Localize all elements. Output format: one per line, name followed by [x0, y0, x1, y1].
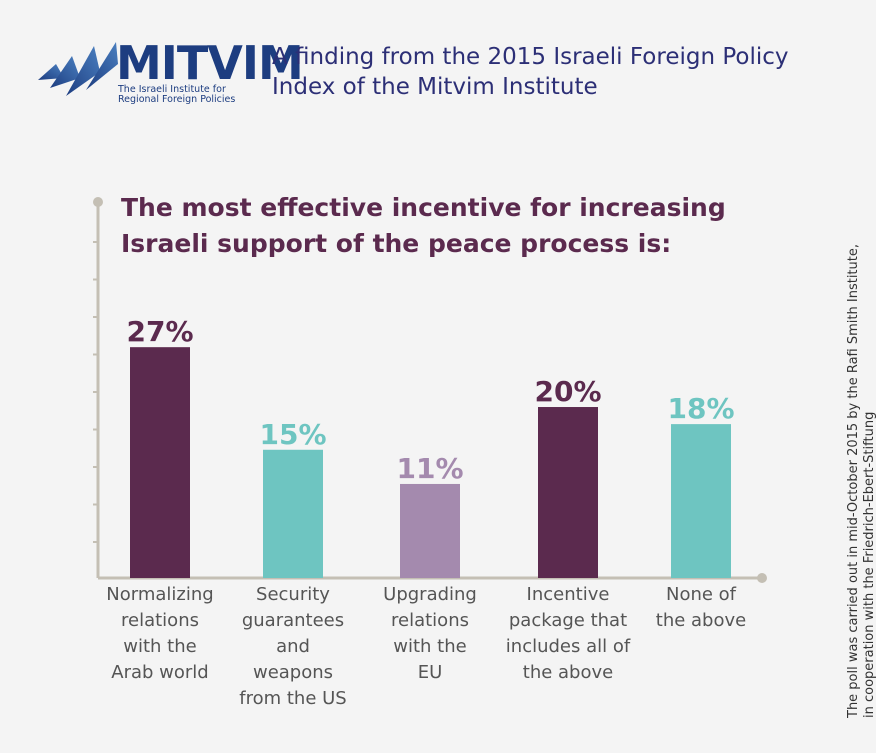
finding-line: Index of the Mitvim Institute: [272, 74, 598, 100]
category-label: with the: [393, 636, 466, 657]
logo-wordmark: MITVIM: [116, 36, 304, 90]
poll-source-note: The poll was carried out in mid-October …: [846, 18, 876, 718]
logo-subtitle: The Israeli Institute for Regional Forei…: [118, 85, 278, 105]
category-label: weapons: [253, 662, 333, 683]
category-label: EU: [418, 662, 443, 683]
poll-source-line: The poll was carried out in mid-October …: [846, 244, 861, 718]
category-label: Normalizing: [106, 584, 213, 605]
chart-title: The most effective incentive for increas…: [121, 190, 726, 262]
category-label: the above: [656, 610, 746, 631]
category-label: and: [276, 636, 310, 657]
logo-subtitle-line: Regional Foreign Policies: [118, 94, 236, 105]
header: MITVIM The Israeli Institute for Regiona…: [36, 34, 789, 114]
chart-title-line: The most effective incentive for increas…: [121, 193, 726, 222]
category-label: relations: [391, 610, 469, 631]
category-label: includes all of: [506, 636, 631, 657]
category-label: Security: [256, 584, 330, 605]
bar: [400, 483, 460, 578]
bar: [538, 407, 598, 578]
bar: [263, 449, 323, 578]
category-label: Upgrading: [383, 584, 477, 605]
bar-value-label: 15%: [259, 418, 326, 451]
chart-title-line: Israeli support of the peace process is:: [121, 229, 672, 258]
category-label: Arab world: [111, 662, 208, 683]
bar-value-label: 20%: [534, 375, 601, 408]
category-label: from the US: [239, 688, 346, 709]
stylized-wing-icon: [38, 42, 118, 96]
category-label: None of: [666, 584, 737, 605]
bar: [671, 424, 731, 578]
bar: [130, 347, 190, 578]
category-label: the above: [523, 662, 613, 683]
bar-value-label: 27%: [126, 315, 193, 348]
y-axis-end-dot: [93, 197, 103, 207]
category-label: with the: [123, 636, 196, 657]
finding-heading: A finding from the 2015 Israeli Foreign …: [272, 42, 789, 102]
category-label: package that: [509, 610, 627, 631]
bar-value-label: 11%: [396, 452, 463, 485]
poll-source-line: in cooperation with the Friedrich-Ebert-…: [862, 411, 876, 718]
finding-line: A finding from the 2015 Israeli Foreign …: [272, 44, 789, 70]
category-label: relations: [121, 610, 199, 631]
bar-value-label: 18%: [667, 392, 734, 425]
category-label: guarantees: [242, 610, 344, 631]
logo-subtitle-line: The Israeli Institute for: [118, 84, 226, 95]
category-label: Incentive: [527, 584, 610, 605]
x-axis-end-dot: [757, 573, 767, 583]
